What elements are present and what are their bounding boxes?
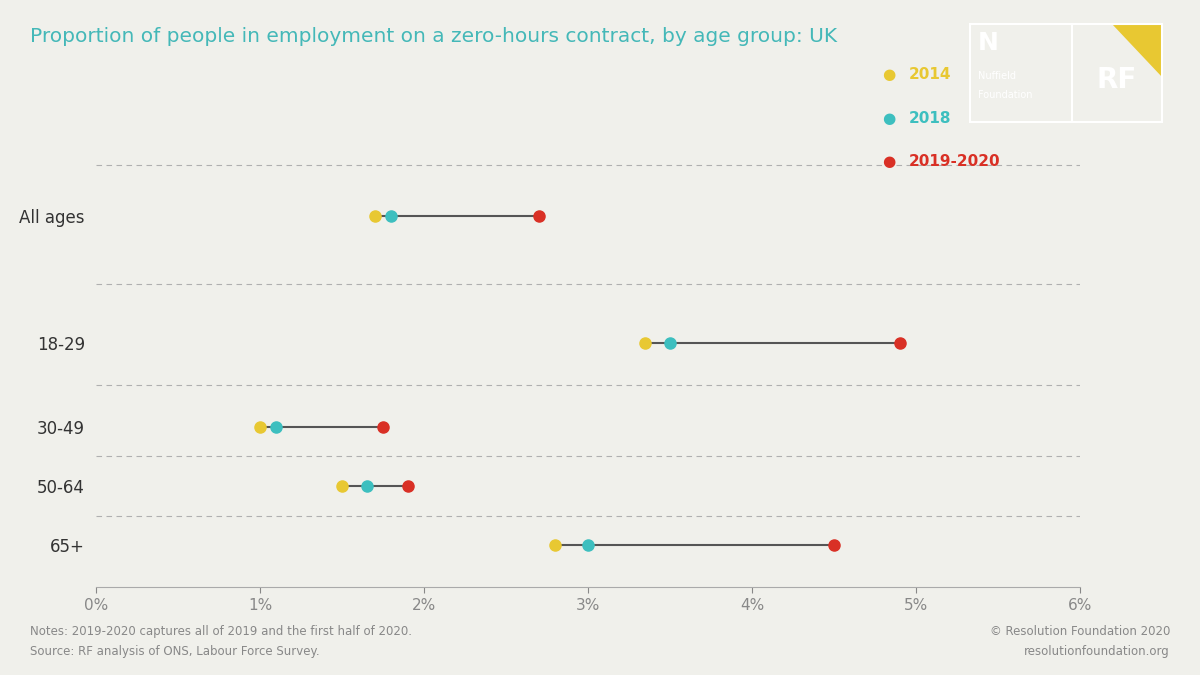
Text: resolutionfoundation.org: resolutionfoundation.org [1025,645,1170,658]
Text: ●: ● [882,111,895,126]
Text: RF: RF [1097,66,1136,95]
Text: Source: RF analysis of ONS, Labour Force Survey.: Source: RF analysis of ONS, Labour Force… [30,645,319,658]
Text: 2019-2020: 2019-2020 [908,155,1000,169]
Text: 2014: 2014 [908,67,950,82]
Text: © Resolution Foundation 2020: © Resolution Foundation 2020 [990,625,1170,638]
Text: N: N [978,32,998,55]
Polygon shape [1112,24,1162,78]
Text: 2018: 2018 [908,111,950,126]
Text: Foundation: Foundation [978,90,1032,100]
Text: ●: ● [882,155,895,169]
Text: Nuffield: Nuffield [978,71,1015,80]
Text: Proportion of people in employment on a zero-hours contract, by age group: UK: Proportion of people in employment on a … [30,27,838,46]
Text: Notes: 2019-2020 captures all of 2019 and the first half of 2020.: Notes: 2019-2020 captures all of 2019 an… [30,625,412,638]
Text: ●: ● [882,67,895,82]
